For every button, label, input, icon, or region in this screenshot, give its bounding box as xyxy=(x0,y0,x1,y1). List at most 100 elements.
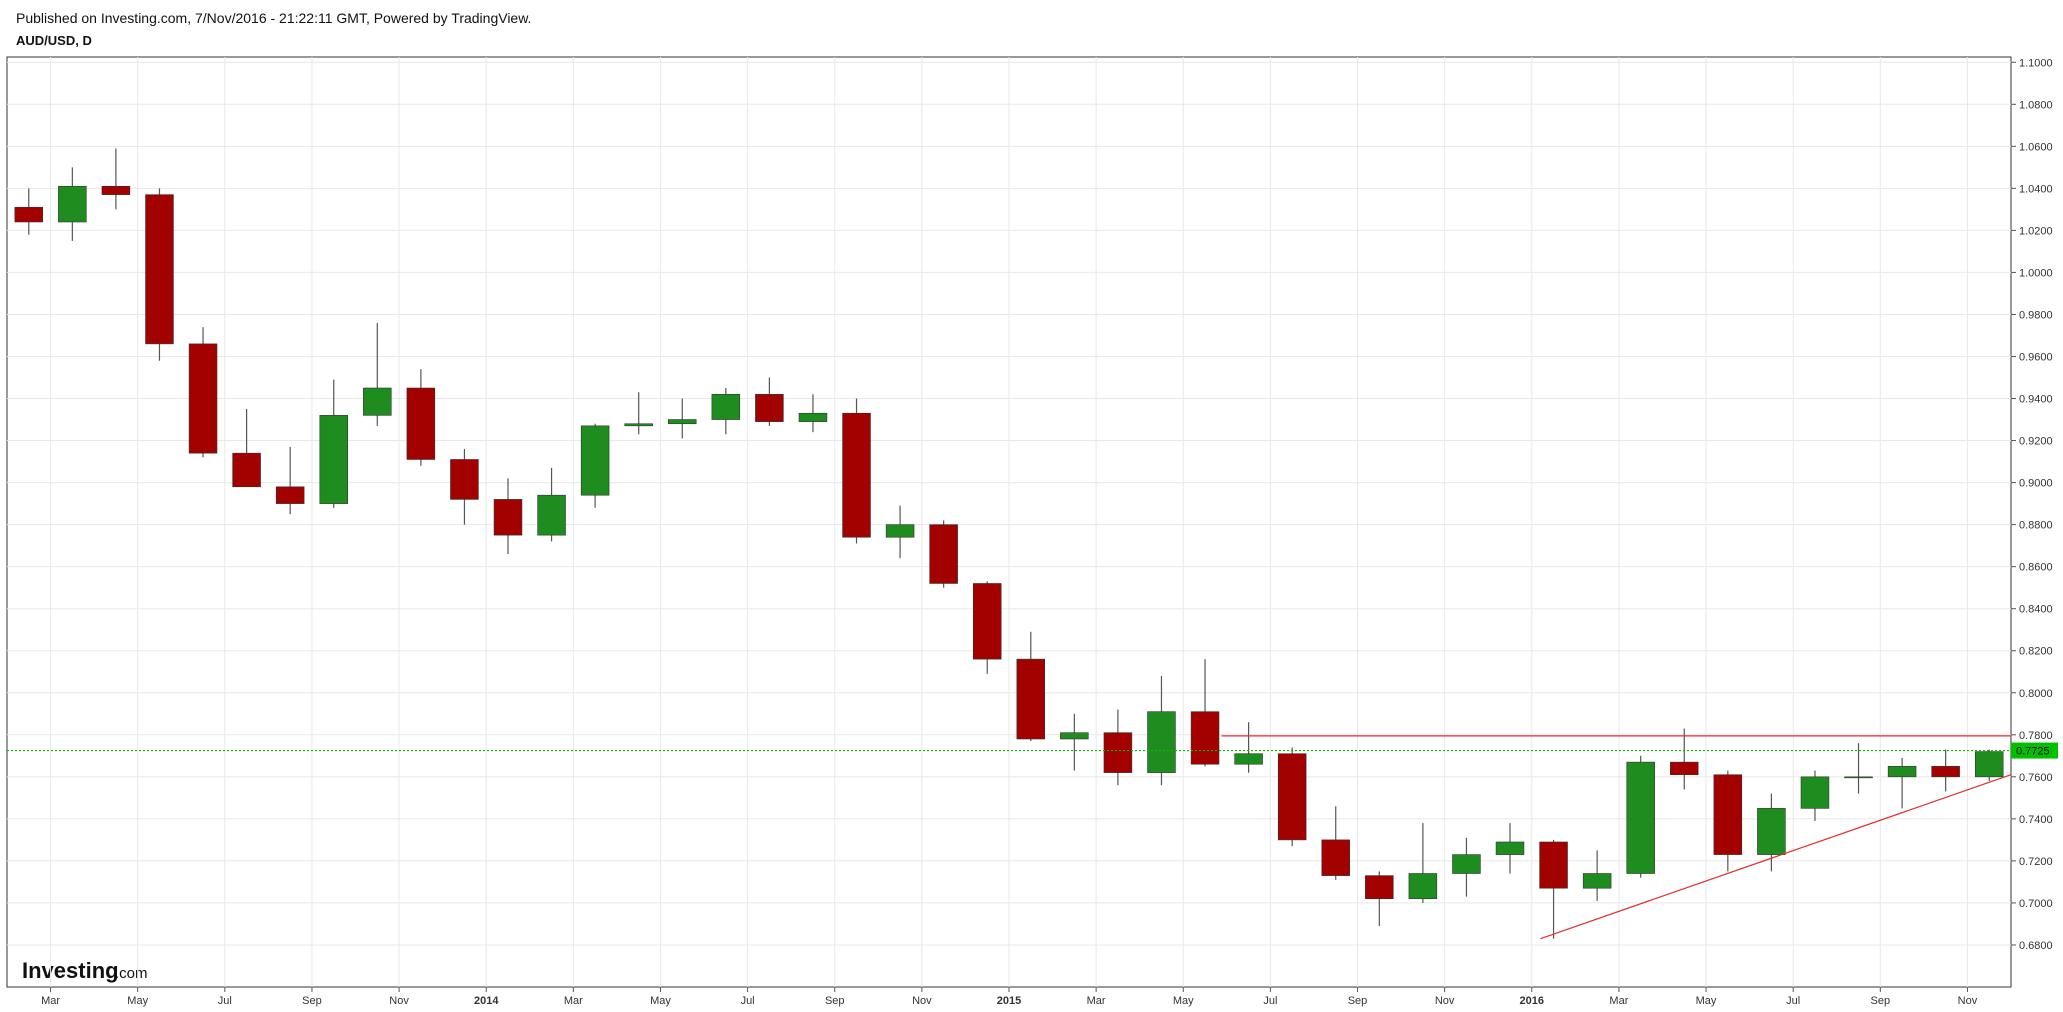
x-tick-label: Mar xyxy=(564,995,583,1007)
candle-body xyxy=(842,412,871,538)
candle-body xyxy=(406,387,436,460)
candle-body xyxy=(1452,854,1481,874)
candle-body xyxy=(1539,841,1568,889)
y-tick-label: 0.8600 xyxy=(2019,562,2053,574)
candle-body xyxy=(1800,776,1830,809)
y-tick-label: 0.9200 xyxy=(2019,436,2053,448)
candle-body xyxy=(493,499,523,536)
candle-body xyxy=(450,459,479,500)
y-tick-label: 1.0200 xyxy=(2019,225,2053,237)
symbol-title: AUD/USD, D xyxy=(16,33,92,48)
candle-body xyxy=(1931,766,1960,778)
y-tick-label: 0.7200 xyxy=(2019,856,2053,868)
candle-body xyxy=(1060,732,1089,740)
candle-body xyxy=(711,394,741,420)
y-tick-label: 0.7400 xyxy=(2019,814,2053,826)
candle-body xyxy=(929,524,958,584)
candle-body xyxy=(1147,711,1176,773)
candle-body xyxy=(1974,751,2004,778)
candle-body xyxy=(1582,873,1612,889)
candle-body xyxy=(145,194,174,345)
x-tick-label: Mar xyxy=(1609,995,1628,1007)
candle-body xyxy=(972,583,1002,660)
candle-body xyxy=(1495,841,1525,855)
x-tick-label: Nov xyxy=(1435,995,1455,1007)
publish-note: Published on Investing.com, 7/Nov/2016 -… xyxy=(16,10,532,26)
logo-suffix: .com xyxy=(115,965,148,982)
x-tick-label: Nov xyxy=(1958,995,1978,1007)
x-tick-label: Jul xyxy=(218,995,232,1007)
x-tick-label: Jul xyxy=(741,995,755,1007)
x-tick-label: May xyxy=(1173,995,1194,1007)
candle-body xyxy=(1757,808,1786,855)
y-tick-label: 0.9400 xyxy=(2019,394,2053,406)
y-tick-label: 0.9600 xyxy=(2019,351,2053,363)
y-tick-label: 1.1000 xyxy=(2019,57,2053,69)
candle-body xyxy=(1713,774,1743,855)
x-tick-label: Mar xyxy=(1087,995,1106,1007)
candle-body xyxy=(1190,711,1220,765)
y-tick-label: 1.0000 xyxy=(2019,267,2053,279)
x-tick-label: May xyxy=(1696,995,1717,1007)
last-price-tag xyxy=(2011,742,2058,759)
candle-body xyxy=(537,494,566,536)
x-tick-label: Mar xyxy=(41,995,60,1007)
x-tick-label: Sep xyxy=(1871,995,1891,1007)
candle-body xyxy=(798,412,828,422)
y-tick-label: 1.0600 xyxy=(2019,141,2053,153)
candle-body xyxy=(14,206,44,223)
x-tick-label: 2015 xyxy=(997,995,1021,1007)
x-tick-label: Nov xyxy=(389,995,409,1007)
candle-body xyxy=(1408,873,1438,900)
candle-body xyxy=(1844,776,1873,779)
y-tick-label: 0.7000 xyxy=(2019,898,2053,910)
x-tick-label: 2016 xyxy=(1520,995,1544,1007)
y-tick-label: 0.7600 xyxy=(2019,772,2053,784)
y-tick-label: 0.8200 xyxy=(2019,646,2053,658)
candle-body xyxy=(624,423,653,427)
x-tick-label: Sep xyxy=(302,995,322,1007)
y-tick-label: 0.7800 xyxy=(2019,730,2053,742)
candle-body xyxy=(885,524,915,538)
x-tick-label: Sep xyxy=(825,995,845,1007)
candle-body xyxy=(58,185,87,223)
candle-body xyxy=(1016,658,1046,740)
y-tick-label: 0.6800 xyxy=(2019,940,2053,952)
y-tick-label: 0.8800 xyxy=(2019,520,2053,532)
candle-body xyxy=(755,394,784,422)
candle-body xyxy=(1365,875,1394,900)
y-tick-label: 0.8400 xyxy=(2019,604,2053,616)
trend-line xyxy=(1540,774,2012,940)
candle-body xyxy=(232,452,261,488)
logo-brand: Investing xyxy=(22,958,119,983)
x-tick-label: Sep xyxy=(1348,995,1368,1007)
candle-body xyxy=(1103,732,1133,773)
y-tick-label: 0.9800 xyxy=(2019,309,2053,321)
candle-body xyxy=(1321,839,1350,876)
candle-body xyxy=(363,387,392,416)
candle-body xyxy=(580,425,610,496)
x-tick-label: Jul xyxy=(1786,995,1800,1007)
candle-body xyxy=(319,415,348,504)
candle-body xyxy=(1670,761,1699,776)
x-tick-label: Jul xyxy=(1263,995,1277,1007)
x-tick-label: 2014 xyxy=(474,995,499,1007)
candle-body xyxy=(668,419,697,425)
last-price-label: 0.7725 xyxy=(2016,746,2050,758)
candle-body xyxy=(275,486,305,504)
candle-body xyxy=(1234,753,1263,765)
candle-body xyxy=(1887,766,1917,778)
candle-body xyxy=(188,343,218,454)
candle-body xyxy=(1277,753,1307,841)
candle-body xyxy=(101,185,131,195)
y-tick-label: 1.0800 xyxy=(2019,99,2053,111)
x-tick-label: Nov xyxy=(912,995,932,1007)
y-tick-label: 1.0400 xyxy=(2019,183,2053,195)
x-tick-label: May xyxy=(650,995,671,1007)
y-tick-label: 0.8000 xyxy=(2019,688,2053,700)
y-tick-label: 0.9000 xyxy=(2019,478,2053,490)
x-tick-label: May xyxy=(127,995,148,1007)
candle-body xyxy=(1626,761,1655,874)
